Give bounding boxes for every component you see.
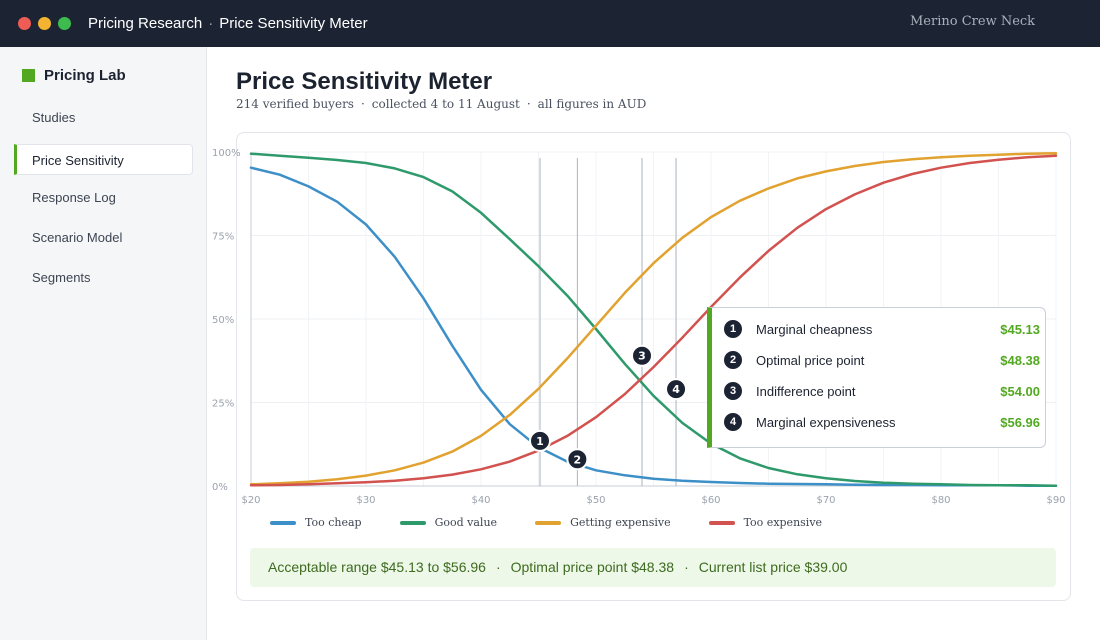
tooltip-label: Optimal price point xyxy=(756,352,865,368)
legend-label: Too cheap xyxy=(305,516,362,529)
intersection-marker-label: 2 xyxy=(574,453,582,466)
brand-logo-icon xyxy=(22,69,35,82)
window-title-section: Pricing Research xyxy=(88,15,203,32)
product-name: Merino Crew Neck xyxy=(910,14,1036,29)
respondent-count: 214 verified buyers xyxy=(236,97,354,111)
series-line-too-expensive xyxy=(249,154,1058,487)
collection-dates: collected 4 to 11 August xyxy=(371,97,520,111)
tooltip-label: Indifference point xyxy=(756,383,856,399)
y-tick-label: 75% xyxy=(212,232,234,243)
sidebar: Pricing Lab Studies Price Sensitivity Re… xyxy=(0,47,207,640)
sidebar-item-response-log[interactable]: Response Log xyxy=(32,190,116,205)
maximize-window-icon[interactable] xyxy=(58,17,71,30)
brand: Pricing Lab xyxy=(22,67,126,84)
acceptable-range: Acceptable range $45.13 to $56.96 xyxy=(268,559,486,575)
tooltip-number-badge: 4 xyxy=(724,413,742,431)
legend-swatch xyxy=(399,520,426,525)
series-line-good-value xyxy=(249,152,1058,487)
legend-item-too-expensive: Too expensive xyxy=(708,516,823,529)
tooltip-value: $56.96 xyxy=(1000,414,1040,430)
sidebar-item-studies[interactable]: Studies xyxy=(32,110,76,125)
subtitle-separator: · xyxy=(526,97,531,111)
tooltip-label: Marginal cheapness xyxy=(756,321,873,337)
legend-swatch xyxy=(708,520,735,525)
intersection-marker-label: 3 xyxy=(638,350,646,363)
y-tick-label: 100% xyxy=(212,148,241,159)
subtitle-separator: · xyxy=(360,97,365,111)
summary-banner: Acceptable range $45.13 to $56.96 · Optima… xyxy=(250,548,1056,587)
tooltip-row-indifference-point: 3 Indifference point $54.00 xyxy=(724,380,1040,402)
intersection-marker-label: 1 xyxy=(536,435,544,448)
title-bar: Pricing Research · Price Sensitivity Meter… xyxy=(0,0,1100,47)
tooltip-number-badge: 2 xyxy=(724,351,742,369)
legend-label: Good value xyxy=(434,516,498,529)
legend-label: Too expensive xyxy=(743,516,823,529)
intersection-marker-label: 4 xyxy=(672,383,680,396)
intersection-marker xyxy=(631,344,653,367)
sidebar-item-segments[interactable]: Segments xyxy=(32,270,91,285)
minimize-window-icon[interactable] xyxy=(38,17,51,30)
legend-item-too-cheap: Too cheap xyxy=(270,516,362,529)
x-tick-label: $90 xyxy=(1046,495,1065,506)
intersection-marker xyxy=(566,448,589,471)
tooltip-value: $54.00 xyxy=(1000,383,1040,399)
x-tick-label: $50 xyxy=(586,495,605,506)
tooltip-value: $45.13 xyxy=(1000,321,1040,337)
tooltip-row-optimal-price-point: 2 Optimal price point $48.38 xyxy=(724,349,1040,371)
legend-label: Getting expensive xyxy=(570,516,671,529)
window-title: Pricing Research · Price Sensitivity Meter xyxy=(88,15,368,32)
tooltip-number-badge: 3 xyxy=(724,382,742,400)
tooltip-number-badge: 1 xyxy=(724,320,742,338)
tooltip-label: Marginal expensiveness xyxy=(756,414,896,430)
window-title-page: Price Sensitivity Meter xyxy=(219,15,368,32)
summary-separator: · xyxy=(495,559,501,575)
x-tick-label: $80 xyxy=(931,495,950,506)
chart-legend: Too cheap Good value Getting expensive T… xyxy=(270,516,860,529)
x-tick-label: $20 xyxy=(241,495,260,506)
y-tick-label: 25% xyxy=(212,399,234,410)
intersection-marker xyxy=(528,429,551,452)
sidebar-item-scenario-model[interactable]: Scenario Model xyxy=(32,230,123,245)
x-tick-label: $30 xyxy=(356,495,375,506)
brand-name: Pricing Lab xyxy=(44,67,126,84)
intersection-marker xyxy=(665,378,688,401)
window-title-separator: · xyxy=(208,15,214,32)
legend-item-getting-expensive: Getting expensive xyxy=(535,516,671,529)
x-tick-label: $60 xyxy=(701,495,720,506)
tooltip-value: $48.38 xyxy=(1000,352,1040,368)
page-subtitle: 214 verified buyers · collected 4 to 11 Au… xyxy=(236,97,646,111)
close-window-icon[interactable] xyxy=(18,17,31,30)
x-tick-label: $70 xyxy=(816,495,835,506)
summary-separator: · xyxy=(684,559,689,575)
intersection-tooltip: 1 Marginal cheapness $45.13 2 Optimal pr… xyxy=(707,307,1046,448)
x-tick-label: $40 xyxy=(471,495,490,506)
tooltip-row-marginal-cheapness: 1 Marginal cheapness $45.13 xyxy=(724,318,1040,340)
legend-swatch xyxy=(270,520,296,525)
series-line-getting-expensive xyxy=(249,152,1058,486)
tooltip-row-marginal-expensiveness: 4 Marginal expensiveness $56.96 xyxy=(724,411,1040,433)
optimal-price: Optimal price point $48.38 xyxy=(510,559,675,575)
current-list-price: Current list price $39.00 xyxy=(698,559,848,575)
legend-swatch xyxy=(535,520,562,525)
y-tick-label: 50% xyxy=(212,315,234,326)
sidebar-item-price-sensitivity[interactable]: Price Sensitivity xyxy=(14,144,193,175)
y-tick-label: 0% xyxy=(212,482,228,493)
page-title: Price Sensitivity Meter xyxy=(236,68,493,95)
legend-item-good-value: Good value xyxy=(399,516,498,529)
currency-note: all figures in AUD xyxy=(537,97,647,111)
